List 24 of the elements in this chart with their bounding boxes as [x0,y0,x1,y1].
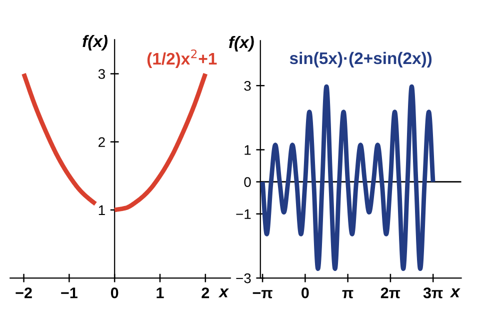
x-tick-label: 2π [380,287,400,298]
x-tick-label: 3π [423,287,443,298]
y-tick-label: 1 [98,205,105,215]
x-tick-label: 2 [202,287,210,298]
x-tick-label: −2 [16,287,32,298]
series-label: (1/2)x$^{2}$+1 [147,49,217,68]
x-axis-title: x [218,288,229,298]
x-axis-title: x [450,288,460,298]
y-axis-title: f(x) [82,34,108,50]
y-tick-label: 0 [244,177,251,187]
x-tick-label: −π [252,290,272,298]
y-tick-label: 1 [244,145,251,155]
x-tick-label: −1 [61,288,78,298]
y-tick-label: 3 [98,69,105,79]
x-tick-label: 0 [302,287,309,298]
x-tick-label: π [342,290,354,298]
x-tick-label: 0 [110,287,118,298]
y-tick-label: 3 [244,80,251,91]
y-tick-label: 2 [98,137,105,147]
y-axis-title: f(x) [229,36,254,52]
y-tick-label: −3 [236,273,251,284]
y-tick-label: −1 [236,209,251,219]
series-label: sin(5x)·(2+sin(2x)) [290,52,432,68]
x-tick-label: 1 [156,288,164,298]
